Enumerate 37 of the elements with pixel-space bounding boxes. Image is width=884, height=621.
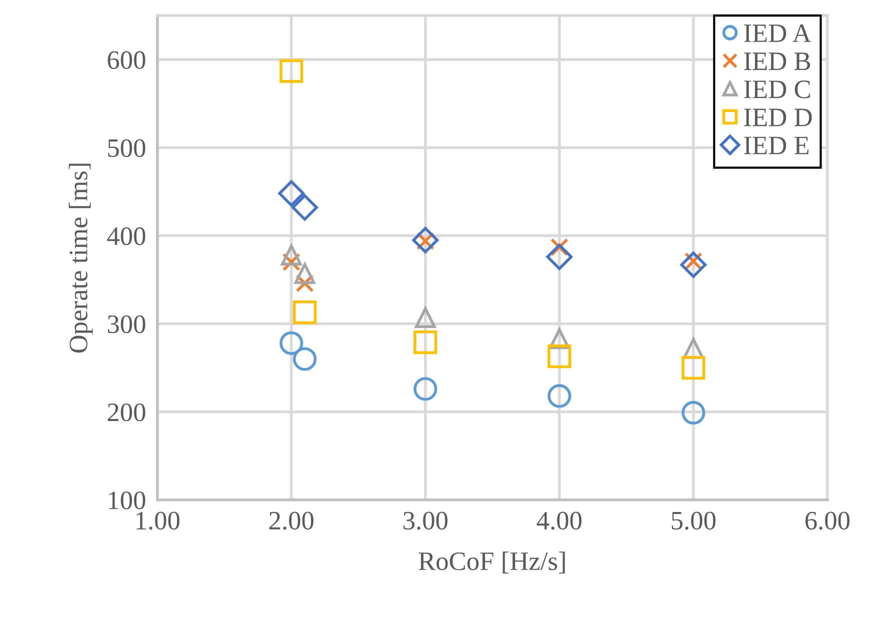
point — [280, 59, 304, 83]
y-tick-label: 600 — [108, 51, 146, 69]
point — [680, 252, 707, 278]
y-tick-label: 100 — [108, 492, 146, 510]
legend-label: IED D — [744, 108, 812, 126]
x-tick-label: 6.00 — [805, 512, 850, 530]
point — [412, 226, 439, 254]
y-axis-title: Operate time [ms] — [68, 164, 93, 353]
point — [292, 300, 317, 324]
x-tick-label: 2.00 — [269, 512, 314, 530]
y-tick-label: 500 — [108, 139, 146, 158]
x-axis-title: RoCoF [Hz/s] — [418, 552, 565, 574]
point — [414, 307, 436, 328]
point — [280, 331, 304, 355]
point — [548, 384, 572, 408]
point — [682, 400, 706, 425]
point — [546, 244, 573, 270]
y-tick-label: 400 — [107, 227, 146, 246]
legend-label: IED B — [744, 52, 810, 70]
point — [414, 377, 438, 401]
point — [294, 263, 316, 284]
point — [280, 244, 302, 266]
y-tick-label: 200 — [108, 403, 146, 422]
point — [682, 356, 706, 380]
point — [414, 330, 438, 354]
legend-label: IED C — [744, 80, 810, 98]
legend-label: IED E — [744, 136, 809, 154]
point — [278, 180, 305, 207]
legend-label: IED A — [744, 24, 812, 42]
y-tick-label: 300 — [108, 315, 146, 334]
point — [292, 347, 317, 371]
x-tick-label: 1.00 — [136, 512, 180, 530]
x-tick-label: 3.00 — [404, 512, 448, 530]
point — [292, 194, 318, 221]
x-tick-label: 5.00 — [672, 512, 716, 530]
x-tick-label: 4.00 — [536, 512, 582, 530]
point — [548, 344, 572, 368]
